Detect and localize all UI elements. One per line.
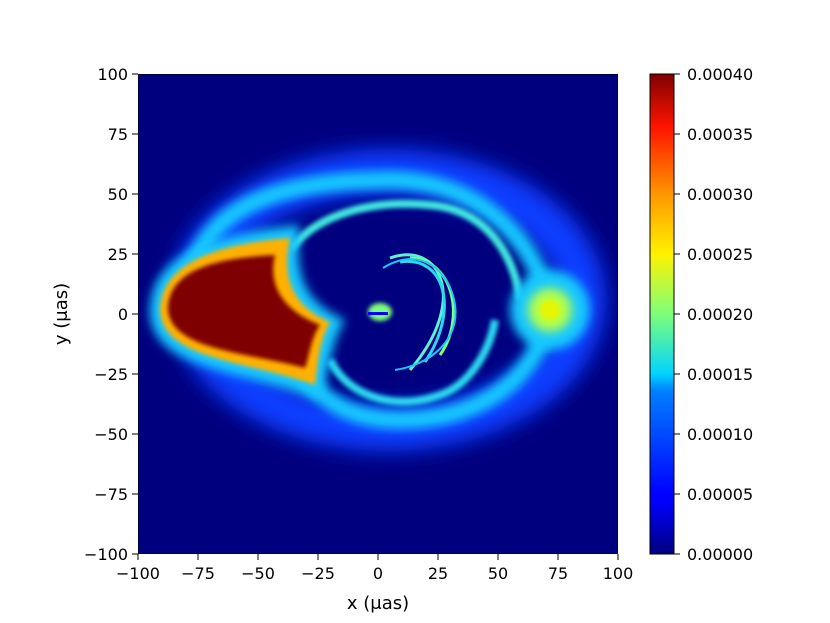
y-axis: −100 −75 −50 −25 0 25 50 75 100	[84, 65, 138, 564]
x-axis-label: x (μas)	[347, 593, 409, 614]
x-tick-label: −75	[181, 564, 215, 583]
colorbar-tick-label: 0.00025	[687, 245, 753, 264]
colorbar-tick-label: 0.00030	[687, 185, 753, 204]
bright-lobe	[149, 225, 345, 400]
y-tick-label: −75	[94, 485, 128, 504]
x-tick-label: 25	[428, 564, 448, 583]
x-tick-label: −25	[301, 564, 335, 583]
y-tick-label: −50	[94, 425, 128, 444]
x-tick-label: 50	[488, 564, 508, 583]
colorbar-ticks: 0.00000 0.00005 0.00010 0.00015 0.00020 0.000…	[674, 65, 753, 564]
hot-spot	[510, 270, 590, 350]
inner-arcs	[368, 253, 457, 371]
colorbar-tick-label: 0.00020	[687, 305, 753, 324]
x-tick-label: 100	[603, 564, 634, 583]
colorbar-tick-label: 0.00040	[687, 65, 753, 84]
y-tick-label: 0	[118, 305, 128, 324]
heatmap-image	[138, 74, 618, 554]
x-axis: −100 −75 −50 −25 0 25 50 75 100	[116, 554, 633, 583]
x-tick-label: 75	[548, 564, 568, 583]
y-axis-label: y (μas)	[51, 283, 72, 345]
colorbar	[649, 73, 675, 555]
colorbar-tick-label: 0.00035	[687, 125, 753, 144]
x-tick-label: −100	[116, 564, 160, 583]
y-tick-label: 75	[108, 125, 128, 144]
y-tick-label: 50	[108, 185, 128, 204]
y-tick-label: 25	[108, 245, 128, 264]
x-tick-label: 0	[373, 564, 383, 583]
colorbar-tick-label: 0.00000	[687, 545, 753, 564]
y-tick-label: 100	[97, 65, 128, 84]
colorbar-tick-label: 0.00010	[687, 425, 753, 444]
x-tick-label: −50	[241, 564, 275, 583]
y-tick-label: −25	[94, 365, 128, 384]
colorbar-tick-label: 0.00015	[687, 365, 753, 384]
y-tick-label: −100	[84, 545, 128, 564]
colorbar-tick-label: 0.00005	[687, 485, 753, 504]
colorbar-gradient	[649, 73, 675, 555]
